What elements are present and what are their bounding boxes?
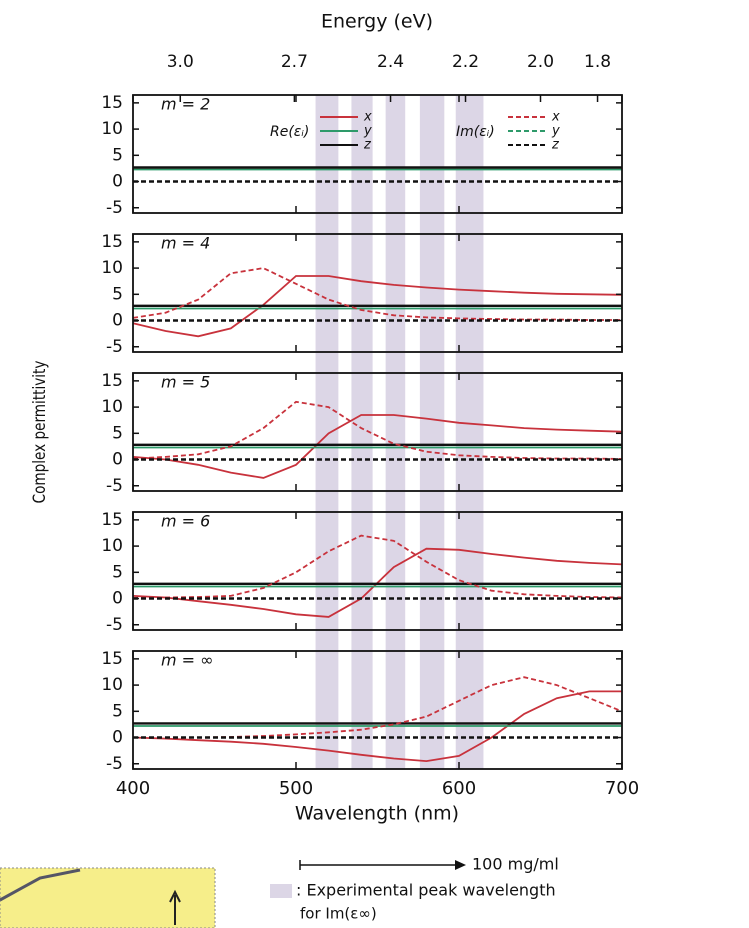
y-tick-label: -5 [106,615,123,635]
y-tick-label: 0 [112,311,123,331]
y-tick-label: 10 [101,536,123,556]
panel-label: m = 5 [161,373,210,392]
legend-label: x [551,110,560,125]
legend-label: z [363,138,372,153]
series-line [132,414,623,479]
panel-label: m = ∞ [161,651,214,670]
x2-tick-label: 2.0 [527,52,554,72]
top-axis-title: Energy (eV) [321,11,433,33]
y-tick-label: 10 [101,119,123,139]
y-tick-label: -5 [106,754,123,774]
panel-label: m = 6 [161,512,210,531]
x2-tick-label: 3.0 [167,52,194,72]
x2-tick-label: 1.8 [584,52,611,72]
inset-curve [0,868,81,902]
x2-tick-label: 2.2 [452,52,479,72]
x-axis-title: Wavelength (nm) [295,803,459,825]
band-legend-label: for Im(ε∞) [300,905,377,923]
series-line [132,267,622,321]
panel-frame [132,233,623,353]
experimental-band [419,95,445,769]
y-tick-label: 15 [101,232,123,252]
y-tick-label: 5 [112,701,123,721]
legend-group-label: Re(εᵢ) [270,124,309,140]
x2-tick-label: 2.7 [281,52,308,72]
y-tick-label: -5 [106,198,123,218]
series-line [132,400,623,460]
y-tick-label: 10 [101,258,123,278]
y-tick-label: 0 [112,172,123,192]
y-tick-label: 5 [112,562,123,582]
series-line [133,676,623,739]
inset [0,867,216,928]
inset-arrow [169,889,181,925]
panel-frame [132,372,623,492]
band-legend-swatch [270,884,292,898]
y-tick-label: 10 [101,397,123,417]
x2-tick-label: 2.4 [377,52,404,72]
series-line [132,534,623,599]
y-tick-label: 0 [112,728,123,748]
y-tick-label: 10 [101,675,123,695]
x-tick-label: 600 [442,778,476,799]
y-tick-label: 15 [101,649,123,669]
y-tick-label: 15 [101,93,123,113]
panel-frame [132,650,623,770]
experimental-band [315,95,339,769]
y-tick-label: 0 [112,589,123,609]
y-tick-label: 0 [112,450,123,470]
legend-label: z [551,138,560,153]
scale-label: 100 mg/ml [472,855,559,874]
panel-frame [132,511,623,631]
legend-label: y [363,124,372,139]
legend-label: y [551,124,560,139]
x-tick-label: 700 [605,778,639,799]
experimental-band [455,95,484,769]
band-legend-label: : Experimental peak wavelength [296,881,556,900]
panel-label: m = 2 [161,95,210,114]
panel-frame [132,94,623,214]
y-tick-label: 15 [101,371,123,391]
scale-bar-arrow [455,860,466,870]
series-line [132,690,622,763]
y-tick-label: 15 [101,510,123,530]
y-axis-title: Complex permittivity [30,361,50,504]
y-tick-label: 5 [112,423,123,443]
y-tick-label: 5 [112,284,123,304]
y-tick-label: 5 [112,145,123,165]
inset-image [0,867,216,928]
x-tick-label: 500 [279,778,313,799]
experimental-band [385,95,406,769]
y-tick-label: -5 [106,476,123,496]
x-tick-label: 400 [116,778,150,799]
y-tick-label: -5 [106,337,123,357]
panel-label: m = 4 [161,234,210,253]
legend-group-label: Im(εᵢ) [456,124,495,140]
series-line [132,275,623,338]
legend-label: x [363,110,372,125]
